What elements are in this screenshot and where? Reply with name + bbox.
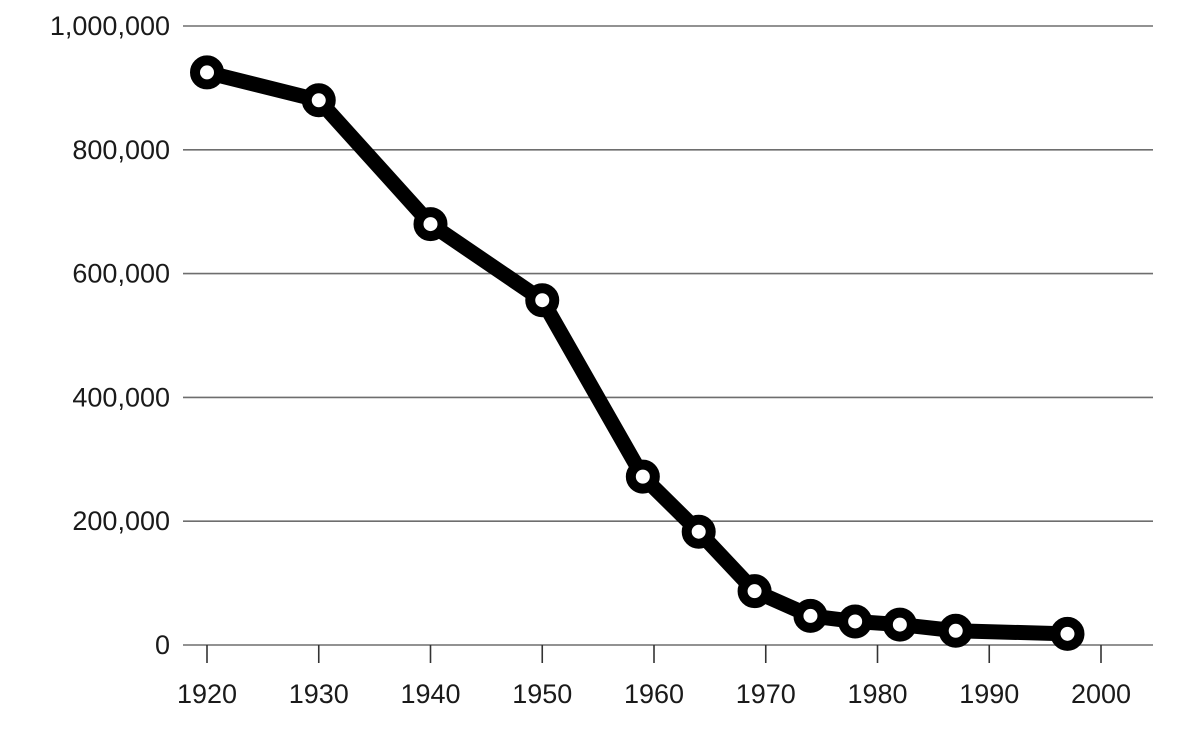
data-point-1997 (1050, 616, 1085, 651)
y-tick-label-3: 600,000 (72, 259, 170, 289)
x-tick-label-7: 1990 (959, 679, 1019, 709)
data-point-1982 (882, 607, 917, 642)
y-tick-label-2: 400,000 (72, 382, 170, 412)
y-axis-labels: 0 200,000 400,000 600,000 800,000 1,000,000 (50, 11, 170, 660)
data-point-1978 (838, 604, 873, 639)
data-point-1987 (938, 613, 973, 648)
data-point-1964 (681, 514, 716, 549)
x-tick-label-4: 1960 (624, 679, 684, 709)
x-tick-label-0: 1920 (177, 679, 237, 709)
gridlines (183, 25, 1153, 646)
series-group (190, 55, 1085, 651)
y-tick-label-1: 200,000 (72, 506, 170, 536)
y-tick-label-4: 800,000 (72, 135, 170, 165)
data-point-1950 (525, 283, 560, 318)
x-tick-label-8: 2000 (1071, 679, 1131, 709)
x-tick-label-5: 1970 (736, 679, 796, 709)
x-tick-label-1: 1930 (289, 679, 349, 709)
x-tick-label-3: 1950 (512, 679, 572, 709)
x-tick-label-6: 1980 (847, 679, 907, 709)
data-point-1940 (413, 207, 448, 242)
y-tick-label-5: 1,000,000 (50, 11, 170, 41)
data-point-1920 (190, 55, 224, 90)
series-line-0 (199, 64, 1075, 642)
x-tick-label-2: 1940 (400, 679, 460, 709)
y-tick-label-0: 0 (155, 630, 170, 660)
x-axis-ticks (206, 645, 1102, 663)
data-point-1959 (625, 459, 660, 494)
x-axis-labels: 1920 1930 1940 1950 1960 1970 1980 1990 2000 (177, 679, 1131, 709)
data-point-1969 (737, 574, 772, 609)
data-point-1930 (301, 83, 336, 118)
data-point-1974 (793, 598, 828, 633)
